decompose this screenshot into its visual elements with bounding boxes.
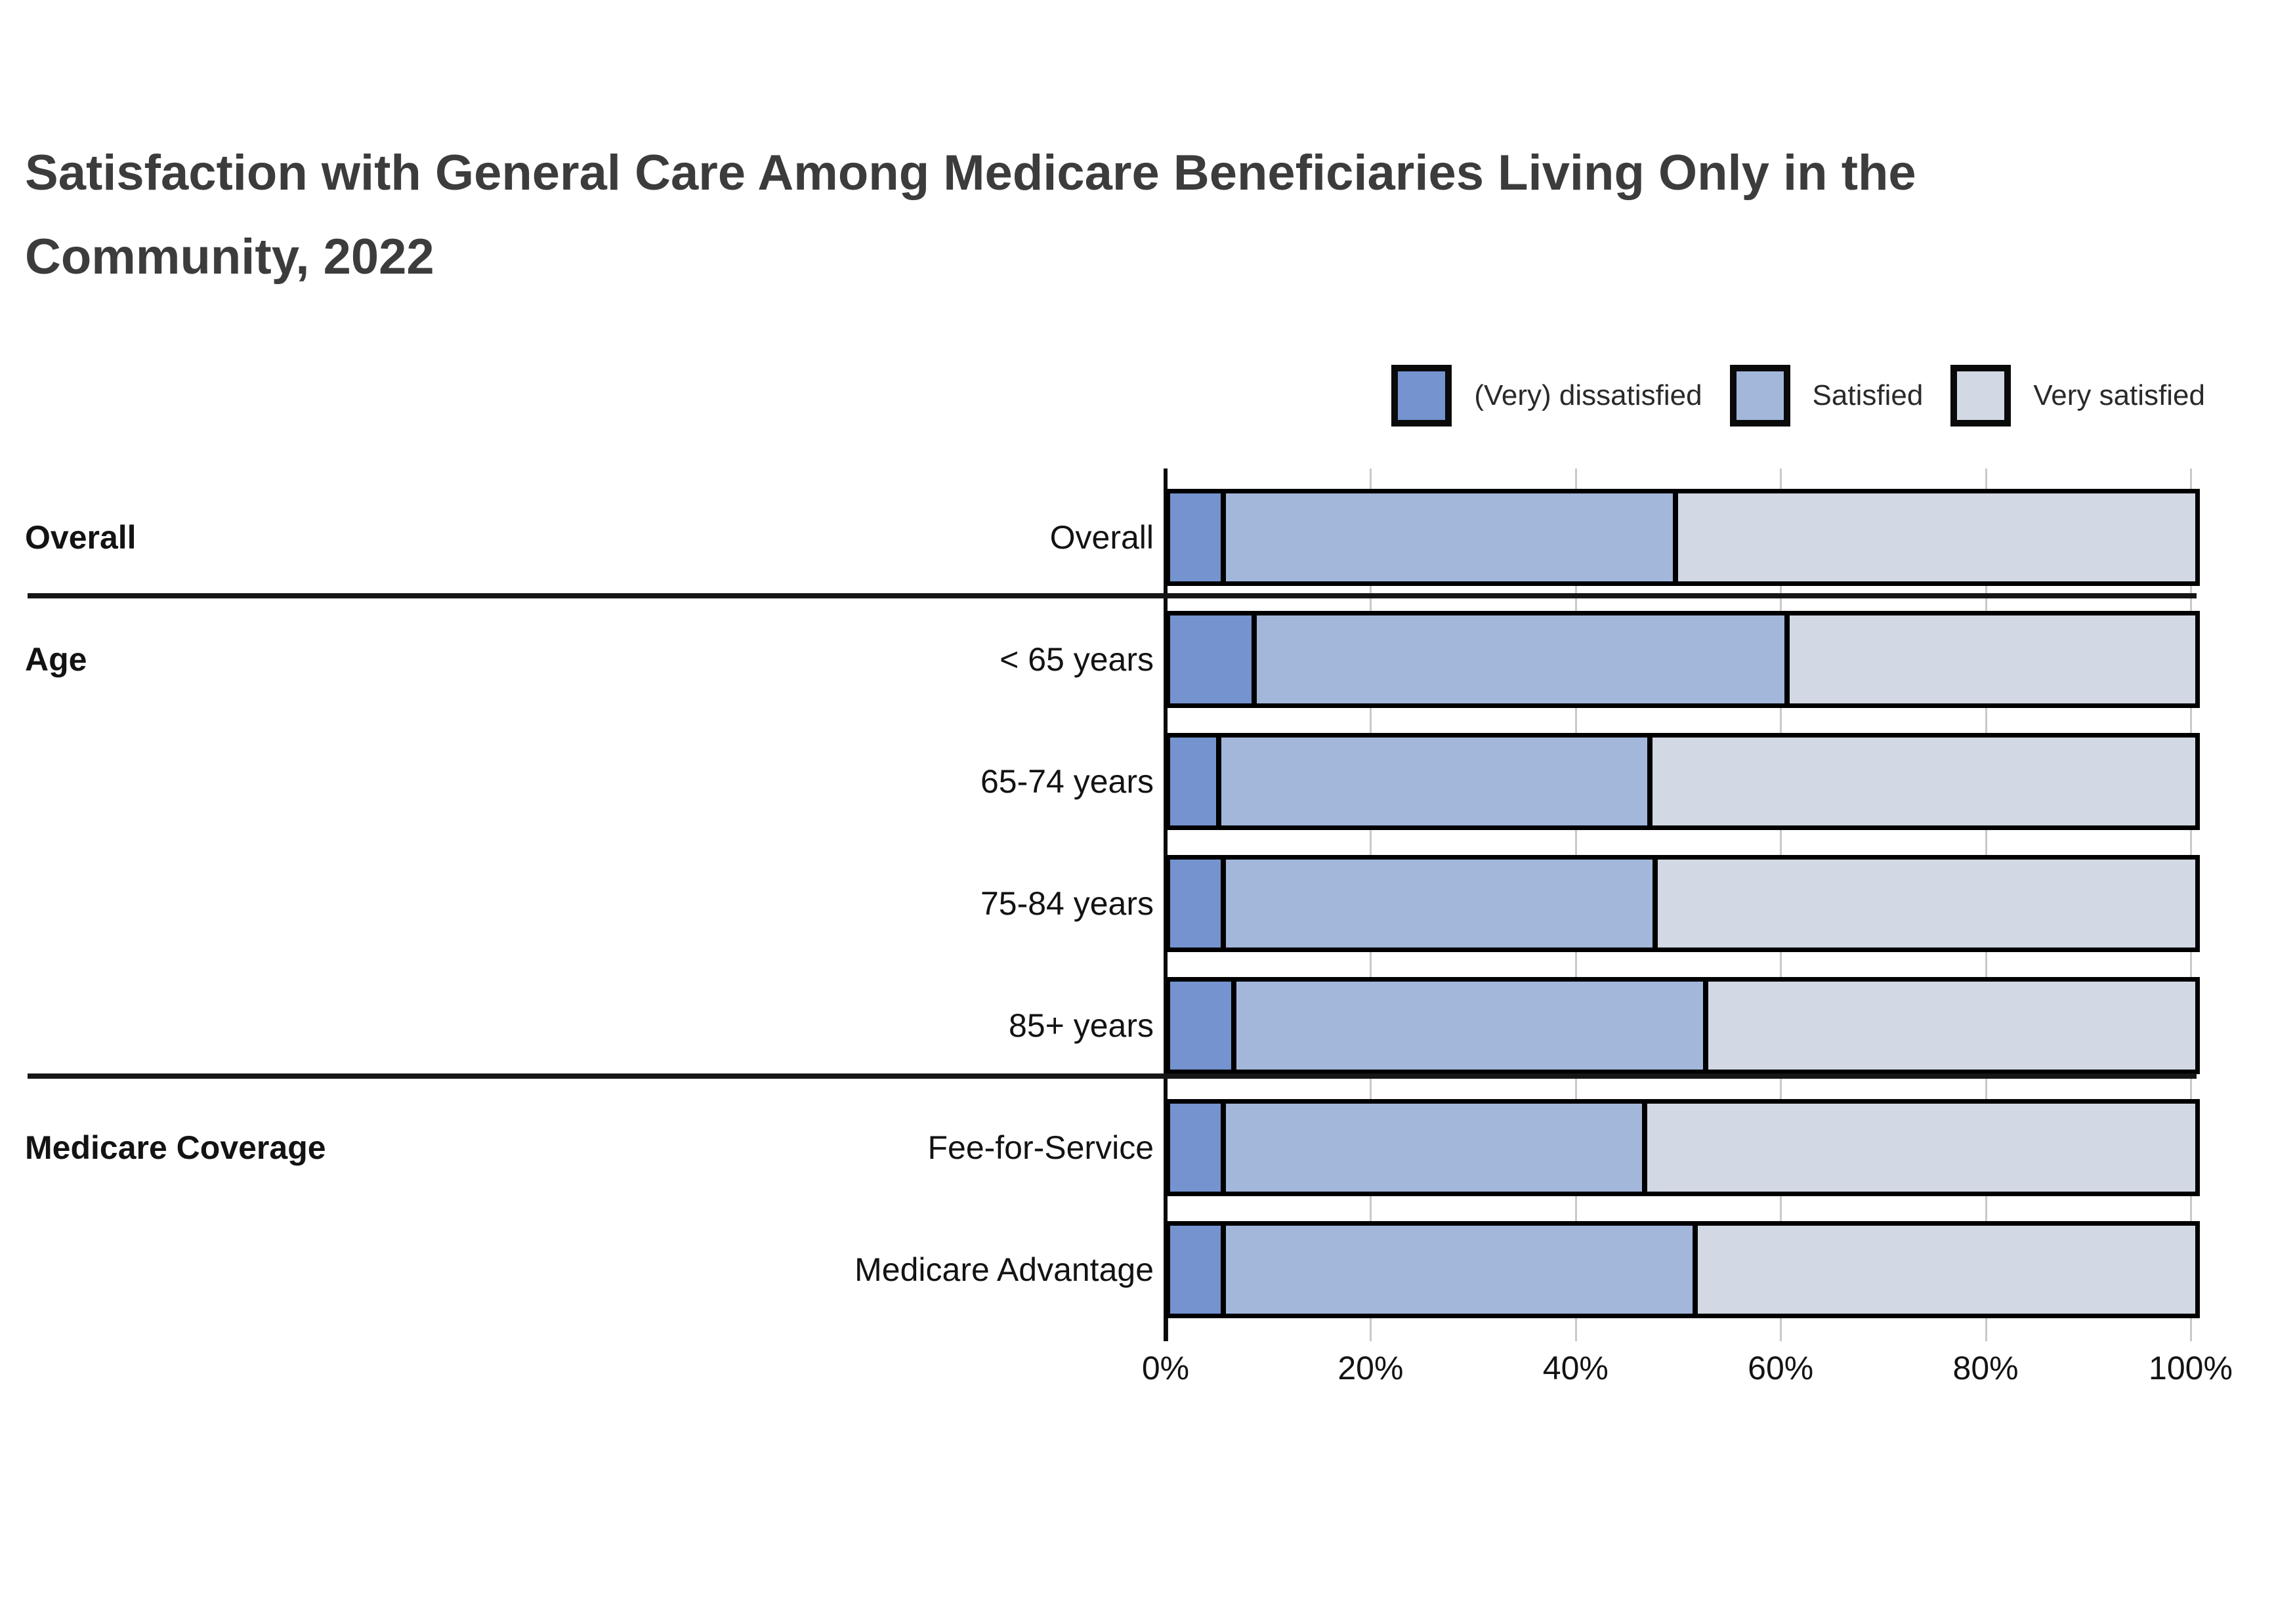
- bar-segment: [1221, 1226, 1693, 1314]
- bar-row: [1166, 489, 2200, 586]
- legend-swatch-dissatisfied: [1391, 365, 1452, 427]
- group-separator-line: [28, 593, 2197, 598]
- row-label: 75-84 years: [980, 885, 1154, 922]
- bar-segment: [1170, 982, 1231, 1070]
- bar-segment: [1170, 493, 1221, 581]
- bar-segment: [1170, 615, 1252, 703]
- axis-tick-80: [1985, 1318, 1987, 1341]
- axis-tick-label: 20%: [1337, 1350, 1404, 1386]
- bar-segment: [1672, 493, 2195, 581]
- legend: (Very) dissatisfied Satisfied Very satis…: [1391, 365, 2205, 427]
- bar-segment: [1784, 615, 2196, 703]
- bar-segment: [1170, 1226, 1221, 1314]
- bar-segment: [1642, 1104, 2195, 1192]
- legend-label-dissatisfied: (Very) dissatisfied: [1474, 379, 1702, 411]
- row-label: < 65 years: [1000, 641, 1154, 678]
- bar-segment: [1702, 982, 2195, 1070]
- row-label: 65-74 years: [980, 763, 1154, 800]
- chart-title: Satisfaction with General Care Among Med…: [25, 145, 1916, 285]
- bar-segment: [1251, 615, 1784, 703]
- legend-item-satisfied: Satisfied: [1729, 365, 1924, 427]
- axis-tick-label: 60%: [1748, 1350, 1814, 1386]
- group-label: Medicare Coverage: [25, 1129, 326, 1166]
- axis-tick-40: [1574, 1318, 1577, 1341]
- legend-item-very-satisfied: Very satisfied: [1950, 365, 2205, 427]
- legend-label-satisfied: Satisfied: [1812, 379, 1924, 411]
- bar-segment: [1647, 738, 2195, 825]
- bar-row: [1166, 1221, 2200, 1318]
- bar-row: [1166, 733, 2200, 830]
- axis-tick-label: 100%: [2149, 1350, 2233, 1386]
- bar-row: [1166, 611, 2200, 708]
- axis-tick-20: [1370, 1318, 1372, 1341]
- row-label: Medicare Advantage: [854, 1251, 1154, 1288]
- bar-segment: [1170, 860, 1221, 947]
- bar-segment: [1652, 860, 2195, 947]
- bar-row: [1166, 1099, 2200, 1196]
- group-label: Overall: [25, 519, 137, 556]
- bar-segment: [1221, 493, 1673, 581]
- row-label: Fee-for-Service: [927, 1129, 1154, 1166]
- axis-tick-label: 40%: [1542, 1350, 1609, 1386]
- legend-swatch-very-satisfied: [1950, 365, 2011, 427]
- group-label: Age: [25, 641, 87, 678]
- bar-row: [1166, 855, 2200, 952]
- bar-segment: [1693, 1226, 2195, 1314]
- bar-segment: [1231, 982, 1703, 1070]
- bar-segment: [1215, 738, 1647, 825]
- axis-tick-label: 80%: [1952, 1350, 2019, 1386]
- bar-row: [1166, 977, 2200, 1074]
- legend-label-very-satisfied: Very satisfied: [2033, 379, 2205, 411]
- axis-tick-label: 0%: [1141, 1350, 1190, 1386]
- axis-tick-100: [2190, 1318, 2192, 1341]
- bar-segment: [1221, 860, 1653, 947]
- row-label: Overall: [1049, 519, 1154, 556]
- group-separator-line: [28, 1073, 2197, 1079]
- bar-segment: [1221, 1104, 1643, 1192]
- bar-segment: [1170, 738, 1216, 825]
- legend-swatch-satisfied: [1729, 365, 1790, 427]
- axis-tick-60: [1780, 1318, 1782, 1341]
- bar-segment: [1170, 1104, 1221, 1192]
- row-label: 85+ years: [1009, 1007, 1154, 1044]
- legend-item-dissatisfied: (Very) dissatisfied: [1391, 365, 1702, 427]
